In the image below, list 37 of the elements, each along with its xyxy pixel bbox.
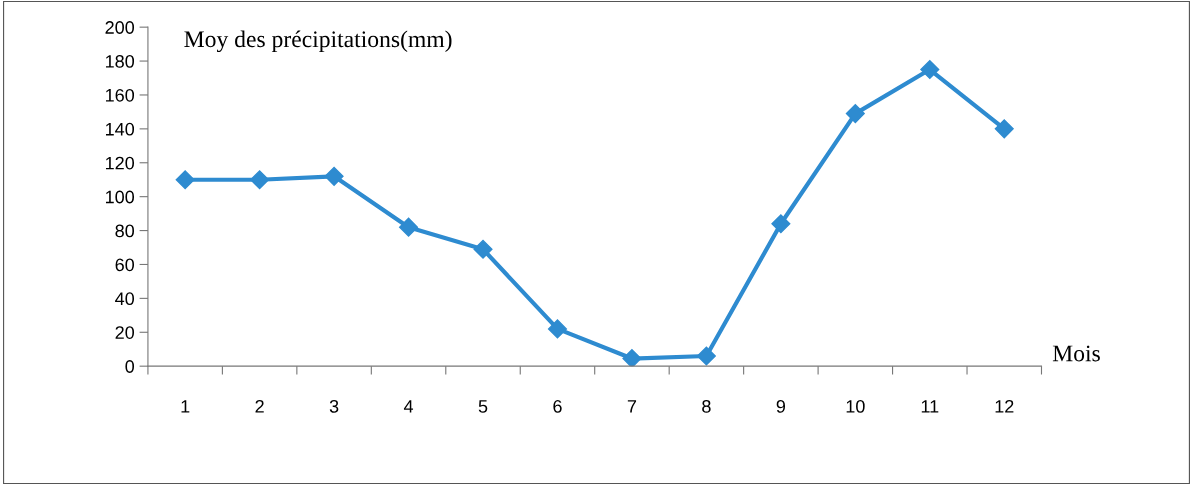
y-tick-label: 40 — [115, 292, 135, 306]
x-tick-label: 7 — [627, 400, 637, 413]
point — [175, 170, 195, 190]
y-tick-label: 160 — [105, 88, 135, 102]
y-tick-label: 180 — [105, 55, 135, 68]
x-tick-label: 3 — [329, 399, 339, 413]
x-tick-label: 1 — [181, 400, 190, 413]
point — [994, 119, 1014, 139]
x-tick-label: 4 — [403, 400, 414, 413]
x-axis-title: Mois — [1052, 345, 1100, 362]
point — [473, 239, 493, 259]
y-tick-label: 200 — [105, 21, 135, 34]
point — [399, 217, 419, 237]
chart-title: Moy des précipitations(mm) — [184, 30, 452, 53]
x-tick-label: 11 — [921, 400, 939, 413]
point — [547, 319, 568, 339]
point — [845, 104, 865, 124]
y-tick-label: 60 — [115, 258, 135, 272]
point — [920, 60, 940, 80]
x-tick-label: 2 — [255, 399, 264, 413]
y-tick-label: 80 — [115, 224, 135, 238]
y-tick-label: 20 — [115, 326, 135, 339]
y-tick-label: 0 — [125, 360, 135, 373]
point — [324, 166, 344, 186]
point — [250, 170, 270, 190]
y-tick-label: 120 — [105, 156, 135, 170]
y-tick-label: 140 — [105, 122, 135, 136]
x-tick-label: 8 — [702, 399, 711, 413]
x-tick-label: 12 — [995, 399, 1014, 413]
point — [696, 346, 716, 366]
x-tick-label: 10 — [846, 399, 865, 413]
x-tick-label: 9 — [776, 399, 786, 413]
point — [622, 349, 642, 367]
y-tick-label: 100 — [105, 190, 135, 204]
x-tick-label: 6 — [553, 399, 562, 413]
point — [771, 214, 791, 234]
x-tick-label: 5 — [478, 400, 488, 413]
